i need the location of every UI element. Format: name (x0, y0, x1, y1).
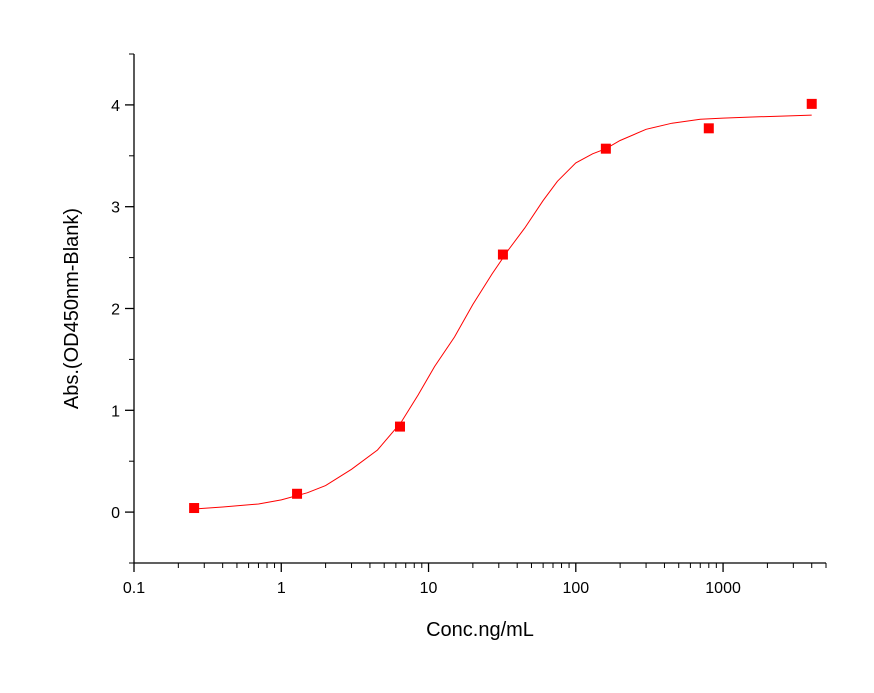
fit-curve-layer (194, 114, 812, 510)
x-tick-label: 100 (562, 580, 589, 597)
fit-curve-line (194, 114, 812, 510)
x-tick-label: 0.1 (123, 580, 145, 597)
y-tick-label: 1 (111, 403, 120, 420)
data-point (497, 249, 508, 260)
data-point (189, 503, 200, 514)
y-tick-label: 3 (111, 200, 120, 217)
data-point (703, 123, 714, 134)
x-axis-title: Conc.ng/mL (426, 619, 534, 641)
y-tick-label: 2 (111, 302, 120, 319)
y-tick-label: 0 (111, 505, 120, 522)
data-point (806, 98, 817, 109)
x-tick-label: 1 (277, 580, 286, 597)
y-axis-title: Abs.(OD450nm-Blank) (61, 208, 83, 409)
axes: 0.1 1 10 100 1000 0 1 2 3 4 (111, 53, 827, 597)
data-point (292, 488, 303, 499)
data-point (600, 143, 611, 154)
data-point (394, 421, 405, 432)
y-tick-label: 4 (111, 98, 120, 115)
x-tick-label: 1000 (705, 580, 741, 597)
data-points-layer (189, 98, 817, 514)
x-tick-label: 10 (420, 580, 438, 597)
